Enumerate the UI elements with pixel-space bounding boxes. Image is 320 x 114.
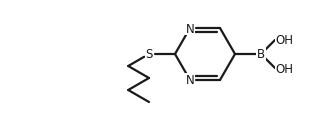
Text: OH: OH [275,34,293,47]
Text: N: N [186,22,194,35]
Text: B: B [257,48,265,61]
Text: N: N [186,74,194,87]
Text: S: S [145,48,153,61]
Text: OH: OH [275,62,293,75]
